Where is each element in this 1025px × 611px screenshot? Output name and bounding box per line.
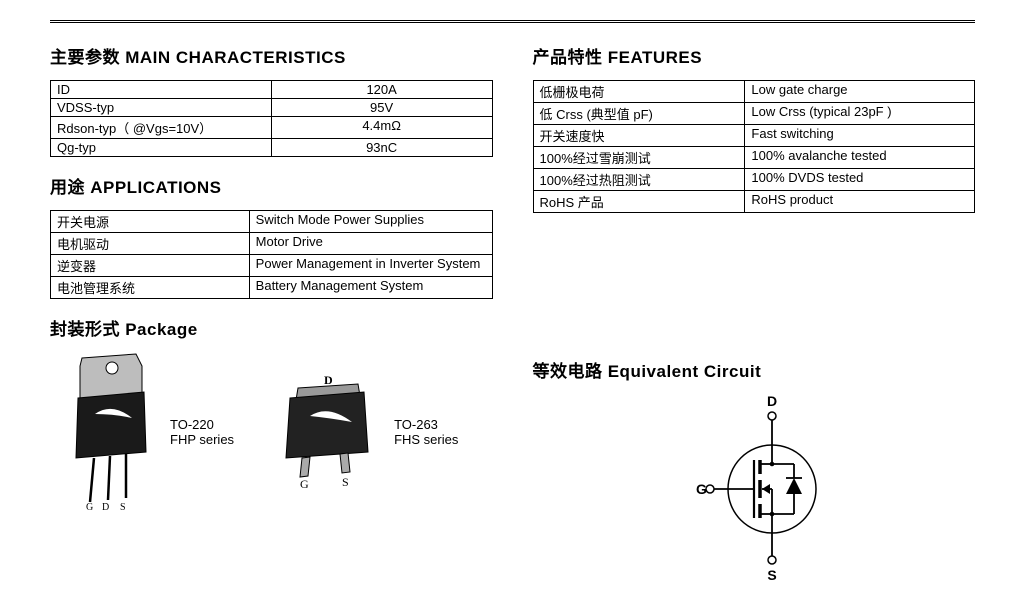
package-to220-icon: G D S (50, 352, 160, 512)
app-en: Switch Mode Power Supplies (249, 211, 492, 233)
app-cn: 开关电源 (51, 211, 250, 233)
feature-cn: 开关速度快 (533, 125, 745, 147)
table-row: Qg-typ93nC (51, 139, 493, 157)
svg-text:S: S (120, 502, 126, 512)
package-row: G D S TO-220 FHP series D (50, 352, 493, 512)
feature-en: 100% DVDS tested (745, 169, 975, 191)
table-row: 开关电源Switch Mode Power Supplies (51, 211, 493, 233)
package-series: FHP series (170, 432, 234, 447)
package-to220: G D S TO-220 FHP series (50, 352, 234, 512)
app-en: Motor Drive (249, 233, 492, 255)
param-value: 120A (271, 81, 492, 99)
feature-en: Low gate charge (745, 81, 975, 103)
terminal-g-label: G (696, 481, 707, 497)
feature-cn: 100%经过热阻测试 (533, 169, 745, 191)
app-en: Battery Management System (249, 277, 492, 299)
package-name: TO-263 (394, 417, 458, 432)
table-row: 100%经过热阻测试100% DVDS tested (533, 169, 975, 191)
table-row: 电池管理系统Battery Management System (51, 277, 493, 299)
svg-text:S: S (342, 475, 349, 489)
feature-en: Low Crss (typical 23pF ) (745, 103, 975, 125)
svg-text:D: D (324, 373, 333, 387)
app-cn: 电机驱动 (51, 233, 250, 255)
feature-cn: 100%经过雪崩测试 (533, 147, 745, 169)
app-en: Power Management in Inverter System (249, 255, 492, 277)
heading-main-characteristics: 主要参数 MAIN CHARACTERISTICS (50, 43, 493, 68)
param-value: 93nC (271, 139, 492, 157)
param-name: ID (51, 81, 272, 99)
terminal-s-label: S (767, 567, 776, 583)
main-characteristics-table: ID120A VDSS-typ95V Rdson-typ（ @Vgs=10V）4… (50, 80, 493, 157)
heading-features: 产品特性 FEATURES (533, 43, 976, 68)
param-name: Qg-typ (51, 139, 272, 157)
svg-text:D: D (102, 502, 109, 512)
feature-en: RoHS product (745, 191, 975, 213)
table-row: 低栅极电荷Low gate charge (533, 81, 975, 103)
package-to263: D G S TO-263 FHS series (264, 372, 458, 492)
table-row: ID120A (51, 81, 493, 99)
features-table: 低栅极电荷Low gate charge 低 Crss (典型值 pF)Low … (533, 80, 976, 213)
feature-cn: 低 Crss (典型值 pF) (533, 103, 745, 125)
svg-text:G: G (300, 477, 309, 491)
param-name: Rdson-typ（ @Vgs=10V） (51, 117, 272, 139)
package-to263-icon: D G S (264, 372, 384, 492)
table-row: 开关速度快Fast switching (533, 125, 975, 147)
app-cn: 电池管理系统 (51, 277, 250, 299)
feature-en: 100% avalanche tested (745, 147, 975, 169)
package-name: TO-220 (170, 417, 234, 432)
table-row: 低 Crss (典型值 pF)Low Crss (typical 23pF ) (533, 103, 975, 125)
table-row: RoHS 产品RoHS product (533, 191, 975, 213)
param-value: 95V (271, 99, 492, 117)
table-row: 逆变器Power Management in Inverter System (51, 255, 493, 277)
table-row: 电机驱动Motor Drive (51, 233, 493, 255)
app-cn: 逆变器 (51, 255, 250, 277)
heading-package: 封装形式 Package (50, 315, 493, 340)
feature-cn: RoHS 产品 (533, 191, 745, 213)
package-series: FHS series (394, 432, 458, 447)
table-row: VDSS-typ95V (51, 99, 493, 117)
param-name: VDSS-typ (51, 99, 272, 117)
svg-text:G: G (86, 502, 93, 512)
table-row: 100%经过雪崩测试100% avalanche tested (533, 147, 975, 169)
feature-en: Fast switching (745, 125, 975, 147)
applications-table: 开关电源Switch Mode Power Supplies 电机驱动Motor… (50, 210, 493, 299)
table-row: Rdson-typ（ @Vgs=10V）4.4mΩ (51, 117, 493, 139)
equivalent-circuit-diagram: D (654, 394, 854, 584)
param-value: 4.4mΩ (271, 117, 492, 139)
heading-applications: 用途 APPLICATIONS (50, 173, 493, 198)
heading-circuit: 等效电路 Equivalent Circuit (533, 357, 976, 382)
terminal-d-label: D (767, 394, 777, 409)
feature-cn: 低栅极电荷 (533, 81, 745, 103)
